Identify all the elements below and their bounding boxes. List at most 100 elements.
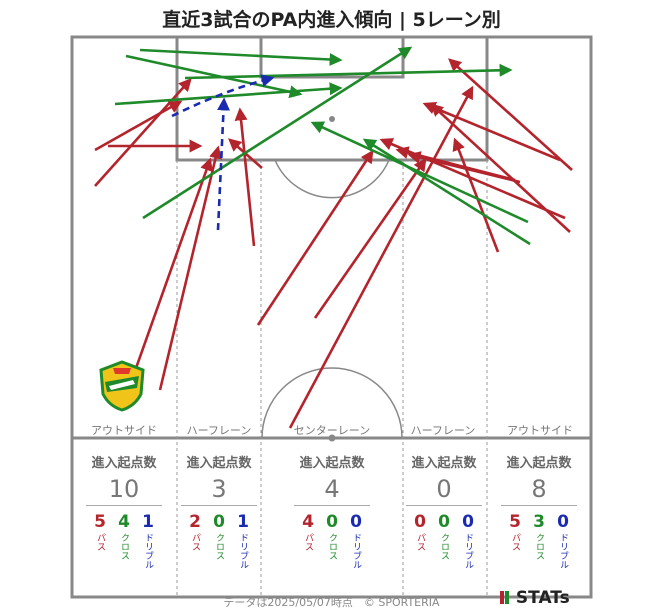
lane-label-outside-right: アウトサイド <box>507 424 573 437</box>
cross-count: 4 クロス <box>115 512 133 569</box>
cross-arrow <box>362 138 531 246</box>
stat-total: 10 <box>86 475 162 506</box>
lane-stats-1: 進入起点数 3 2 パス 0 クロス 1 ドリブル <box>164 452 274 569</box>
pass-count-value: 2 <box>189 512 201 532</box>
pass-count-value: 4 <box>302 512 314 532</box>
cross-arrow <box>310 121 529 224</box>
entry-arrows <box>94 46 573 429</box>
cross-count-value: 0 <box>438 512 450 532</box>
brand-logo: STATs <box>500 588 570 608</box>
cross-arrow <box>184 63 513 80</box>
cross-count: 0 クロス <box>435 512 453 569</box>
pass-count: 5 パス <box>91 512 109 569</box>
footer-credit: データは2025/05/07時点 © SPORTERIA <box>223 596 440 609</box>
cross-count: 0 クロス <box>210 512 228 569</box>
lane-label-halfspace-left: ハーフレーン <box>186 424 252 437</box>
cross-arrow <box>125 54 303 99</box>
stat-total: 8 <box>501 475 577 506</box>
dribble-label: ドリブル <box>143 533 153 569</box>
pass-arrow <box>128 157 213 386</box>
pass-arrow <box>94 78 192 187</box>
stat-total: 4 <box>294 475 370 506</box>
pass-arrow <box>228 138 263 169</box>
chart-title: 直近3試合のPA内進入傾向 | 5レーン別 <box>162 9 501 31</box>
brand-mark-icon <box>500 591 504 604</box>
pass-label: パス <box>510 533 520 551</box>
dribble-label: ドリブル <box>351 533 361 569</box>
pass-label: パス <box>415 533 425 551</box>
stat-heading: 進入起点数 <box>91 456 157 471</box>
stat-breakdown: 5 パス 3 クロス 0 ドリブル <box>484 512 594 569</box>
club-crest-icon <box>99 360 145 412</box>
cross-count-value: 0 <box>213 512 225 532</box>
cross-arrow <box>114 82 343 106</box>
dribble-arrow <box>216 97 231 231</box>
pass-arrow <box>407 151 521 184</box>
pass-label: パス <box>95 533 105 551</box>
center-spot <box>328 434 336 442</box>
pass-count-value: 5 <box>94 512 106 532</box>
dribble-count: 0 ドリブル <box>459 512 477 569</box>
cross-label: クロス <box>214 533 224 560</box>
stat-breakdown: 5 パス 4 クロス 1 ドリブル <box>69 512 179 569</box>
dribble-count-value: 1 <box>142 512 154 532</box>
dribble-label: ドリブル <box>558 533 568 569</box>
pass-arrow <box>313 157 427 319</box>
cross-count-value: 4 <box>118 512 130 532</box>
pass-arrow <box>158 145 222 391</box>
stat-breakdown: 2 パス 0 クロス 1 ドリブル <box>164 512 274 569</box>
lane-stats-4: 進入起点数 8 5 パス 3 クロス 0 ドリブル <box>484 452 594 569</box>
pass-arrow <box>448 58 573 171</box>
pass-arrow <box>94 100 183 152</box>
penalty-spot <box>329 116 335 122</box>
lane-label-center: センターレーン <box>293 424 371 437</box>
stat-breakdown: 0 パス 0 クロス 0 ドリブル <box>389 512 499 569</box>
lane-label-outside-left: アウトサイド <box>91 424 157 437</box>
dribble-count: 1 ドリブル <box>234 512 252 569</box>
cross-count-value: 0 <box>326 512 338 532</box>
dribble-label: ドリブル <box>238 533 248 569</box>
pass-arrow <box>422 101 561 162</box>
lane-label-halfspace-right: ハーフレーン <box>410 424 476 437</box>
cross-label: クロス <box>534 533 544 560</box>
lane-stats-2: 進入起点数 4 4 パス 0 クロス 0 ドリブル <box>277 452 387 569</box>
cross-count: 0 クロス <box>323 512 341 569</box>
pass-arrow <box>288 85 474 429</box>
stat-breakdown: 4 パス 0 クロス 0 ドリブル <box>277 512 387 569</box>
cross-count-value: 3 <box>533 512 545 532</box>
pass-arrow <box>430 103 571 233</box>
stat-heading: 進入起点数 <box>506 456 572 471</box>
cross-arrow <box>142 46 413 220</box>
brand-mark-icon <box>505 591 509 604</box>
pass-count-value: 5 <box>509 512 521 532</box>
dribble-count: 0 ドリブル <box>347 512 365 569</box>
penalty-arc <box>274 159 390 199</box>
pass-count: 4 パス <box>299 512 317 569</box>
cross-count: 3 クロス <box>530 512 548 569</box>
stat-total: 0 <box>406 475 482 506</box>
pass-count: 0 パス <box>411 512 429 569</box>
pass-arrow <box>234 107 256 247</box>
cross-label: クロス <box>119 533 129 560</box>
cross-arrow <box>139 48 343 66</box>
dribble-label: ドリブル <box>463 533 473 569</box>
dribble-arrow <box>171 74 275 118</box>
stat-total: 3 <box>181 475 257 506</box>
dribble-count-value: 0 <box>350 512 362 532</box>
pass-arrow <box>452 137 500 253</box>
brand-name: STATs <box>515 588 570 608</box>
dribble-count-value: 1 <box>237 512 249 532</box>
dribble-count-value: 0 <box>462 512 474 532</box>
pass-arrow <box>256 149 374 326</box>
pass-count-value: 0 <box>414 512 426 532</box>
pass-count: 2 パス <box>186 512 204 569</box>
cross-label: クロス <box>327 533 337 560</box>
stat-heading: 進入起点数 <box>186 456 252 471</box>
cross-label: クロス <box>439 533 449 560</box>
dribble-count-value: 0 <box>557 512 569 532</box>
dribble-count: 1 ドリブル <box>139 512 157 569</box>
dribble-count: 0 ドリブル <box>554 512 572 569</box>
stat-heading: 進入起点数 <box>299 456 365 471</box>
pass-label: パス <box>303 533 313 551</box>
